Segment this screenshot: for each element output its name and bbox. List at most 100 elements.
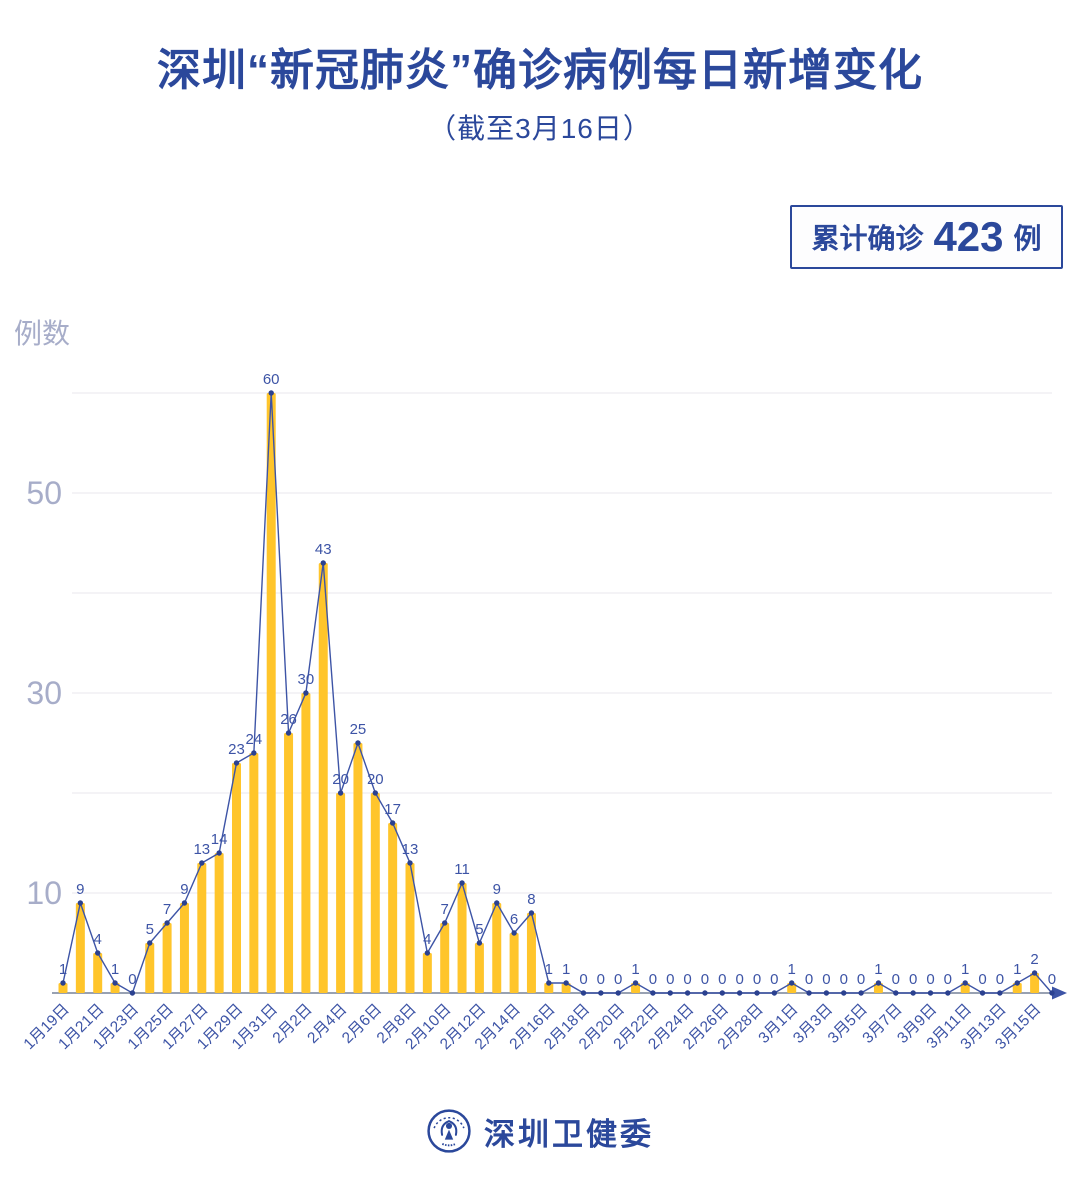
data-point	[77, 900, 84, 906]
value-label: 1	[1013, 961, 1021, 978]
value-label: 9	[493, 881, 501, 898]
value-label: 1	[545, 961, 553, 978]
value-label: 0	[735, 971, 743, 988]
value-label: 8	[527, 891, 535, 908]
data-point	[1049, 990, 1055, 996]
value-label: 2	[1030, 951, 1038, 968]
value-label: 0	[926, 971, 934, 988]
bar	[631, 983, 641, 993]
bar	[318, 563, 328, 993]
value-label: 9	[180, 881, 188, 898]
data-point	[494, 900, 500, 906]
data-point	[823, 990, 830, 996]
value-label: 0	[128, 971, 136, 988]
data-point	[389, 820, 396, 826]
bar	[370, 793, 380, 993]
bar	[492, 903, 502, 993]
value-label: 0	[909, 971, 917, 988]
data-point	[303, 690, 309, 696]
value-label: 1	[788, 961, 796, 978]
data-point	[650, 990, 656, 996]
y-axis-title: 例数	[14, 318, 70, 349]
value-label: 0	[892, 971, 900, 988]
source-name: 深圳卫健委	[484, 1116, 654, 1152]
data-point	[459, 880, 465, 886]
bar	[145, 943, 155, 993]
value-label: 0	[718, 971, 726, 988]
value-label: 23	[228, 741, 245, 758]
value-label: 0	[805, 971, 813, 988]
data-point	[95, 950, 101, 956]
value-label: 1	[59, 961, 67, 978]
data-point	[60, 980, 66, 986]
data-point	[1031, 970, 1038, 976]
data-point	[702, 990, 708, 996]
badge-prefix: 累计确诊	[811, 223, 924, 254]
y-tick-label: 10	[26, 875, 62, 911]
bar	[787, 983, 797, 993]
x-axis-arrow	[1052, 986, 1067, 1000]
bar	[214, 853, 224, 993]
bar	[457, 883, 467, 993]
data-point	[424, 950, 431, 956]
bar	[232, 763, 241, 993]
data-point	[268, 390, 274, 396]
data-point	[563, 980, 569, 986]
value-label: 14	[211, 831, 228, 848]
value-label: 30	[298, 671, 315, 688]
value-label: 0	[857, 971, 865, 988]
page-subtitle: （截至3月16日）	[428, 112, 652, 144]
data-point	[320, 560, 326, 566]
bar	[388, 823, 398, 993]
value-label: 0	[996, 971, 1004, 988]
bar	[284, 733, 294, 993]
y-tick-label: 30	[26, 675, 62, 711]
data-point	[112, 980, 118, 986]
value-label: 25	[350, 721, 367, 738]
value-label: 4	[94, 931, 102, 948]
bar	[509, 933, 519, 993]
data-point	[789, 980, 795, 986]
value-label: 24	[246, 731, 263, 748]
bar	[440, 923, 450, 993]
value-label: 1	[874, 961, 882, 978]
data-point	[598, 990, 604, 996]
bar	[1012, 983, 1022, 993]
cumulative-total-badge: 累计确诊 423 例	[790, 205, 1063, 269]
value-label: 7	[441, 901, 449, 918]
bar	[249, 753, 259, 993]
data-point	[667, 990, 673, 996]
value-label: 0	[770, 971, 778, 988]
bar	[960, 983, 970, 993]
value-label: 5	[146, 921, 154, 938]
data-point	[962, 980, 968, 986]
bar	[58, 983, 68, 993]
value-label: 0	[614, 971, 622, 988]
data-point	[945, 990, 951, 996]
data-point	[858, 990, 864, 996]
value-label: 0	[753, 971, 761, 988]
series-line	[62, 392, 1053, 995]
data-point	[719, 990, 725, 996]
data-point	[632, 980, 639, 986]
data-point	[233, 760, 240, 766]
bar	[422, 953, 432, 993]
bar	[301, 693, 311, 993]
badge-value: 423	[933, 213, 1004, 260]
data-point	[181, 900, 188, 906]
data-point	[754, 990, 760, 996]
value-label: 0	[701, 971, 709, 988]
value-label: 43	[315, 541, 332, 558]
data-point	[372, 790, 378, 796]
bar	[1030, 973, 1040, 993]
bar	[179, 903, 189, 993]
value-label: 7	[163, 901, 171, 918]
value-label: 1	[111, 961, 119, 978]
data-point	[580, 990, 587, 996]
value-label: 60	[263, 371, 280, 388]
value-label: 5	[475, 921, 483, 938]
bar	[561, 983, 571, 993]
value-label: 0	[666, 971, 674, 988]
value-label: 0	[822, 971, 830, 988]
